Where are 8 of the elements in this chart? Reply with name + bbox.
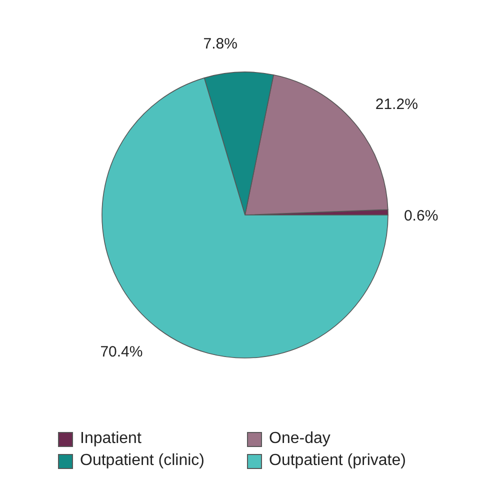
legend-label: One-day	[269, 430, 330, 448]
legend-label: Outpatient (private)	[269, 452, 406, 470]
data-label: 70.4%	[100, 344, 143, 361]
data-label: 7.8%	[203, 36, 238, 53]
legend-label: Outpatient (clinic)	[80, 452, 204, 470]
data-label: 21.2%	[375, 96, 418, 113]
legend-label: Inpatient	[80, 430, 142, 448]
data-label: 0.6%	[404, 207, 438, 224]
